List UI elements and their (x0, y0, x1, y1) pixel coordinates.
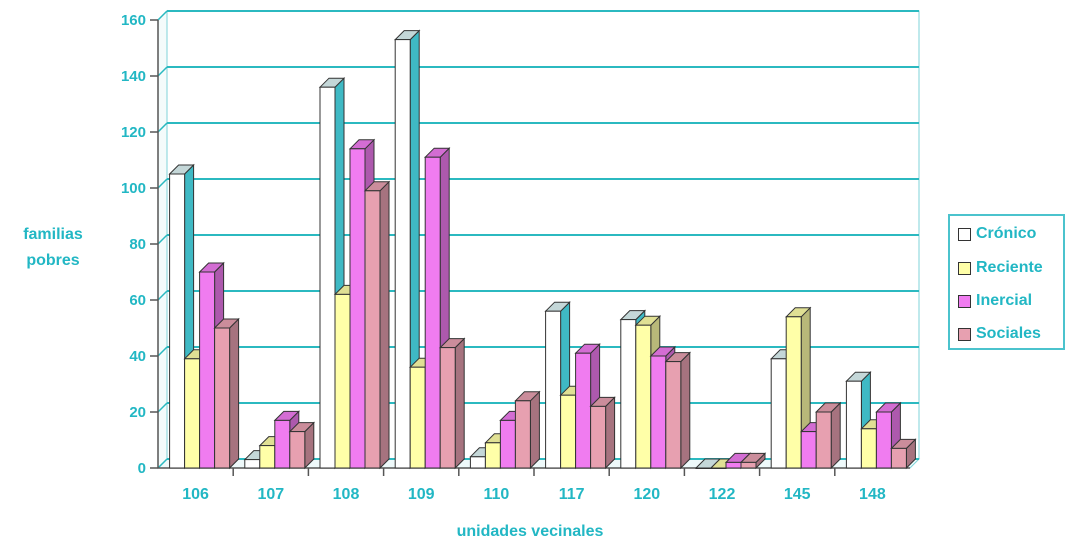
bar-sociales-148 (890, 447, 907, 469)
bar-cronico-117 (545, 310, 562, 469)
x-tick-label: 110 (483, 486, 509, 503)
x-tick-label: 107 (257, 486, 284, 503)
legend-label-sociales: Sociales (976, 325, 1041, 342)
bar-inercial-148 (875, 411, 892, 469)
x-tick-label: 106 (182, 486, 209, 503)
bar-cronico-106 (169, 173, 186, 469)
bar-inercial-109 (424, 156, 441, 469)
bar-cronico-120 (620, 319, 637, 469)
legend-swatch-sociales (958, 327, 971, 341)
x-tick-label: 122 (709, 486, 736, 503)
bar-sociales-110-side (529, 390, 540, 470)
bar-inercial-122 (725, 461, 742, 469)
bar-cronico-148 (845, 380, 862, 469)
bar-sociales-117-side (605, 396, 616, 470)
x-tick-label: 109 (408, 486, 435, 503)
legend-item-cronico: Crónico (958, 222, 1036, 246)
bar-cronico-145 (770, 358, 787, 469)
bar-sociales-110 (514, 400, 531, 469)
gridline-side (157, 10, 168, 21)
bar-sociales-117 (590, 405, 607, 469)
y-axis-label-line-2: pobres (26, 252, 80, 269)
bar-reciente-145 (785, 316, 802, 469)
bar-inercial-106 (199, 271, 216, 469)
gridline-side (157, 178, 168, 189)
bar-cronico-107 (244, 459, 261, 469)
gridline-side (157, 66, 168, 77)
y-tick-label: 140 (121, 68, 146, 85)
bar-cronico-122 (695, 467, 712, 469)
legend-swatch-cronico (958, 227, 971, 241)
y-tick-label: 0 (138, 460, 146, 477)
gridline-side (157, 346, 168, 357)
bar-sociales-108 (364, 190, 381, 469)
x-tick-label: 145 (784, 486, 811, 503)
legend-swatch-reciente (958, 261, 971, 275)
x-tick-label: 120 (633, 486, 660, 503)
legend-label-cronico: Crónico (976, 225, 1037, 242)
y-tick-label: 120 (121, 124, 146, 141)
bar-sociales-109 (439, 347, 456, 469)
bar-sociales-145-side (830, 401, 841, 470)
bar-inercial-145 (800, 431, 817, 469)
bar-reciente-120 (635, 324, 652, 469)
bar-reciente-148 (860, 428, 877, 469)
bar-reciente-106 (184, 358, 201, 469)
bar-inercial-117 (575, 352, 592, 469)
gridline-side (157, 122, 168, 133)
x-tick-label: 148 (859, 486, 886, 503)
gridline-side (157, 234, 168, 245)
x-tick-label: 117 (559, 486, 585, 503)
bar-cronico-110 (469, 456, 486, 469)
bar-reciente-109 (409, 366, 426, 469)
bar-reciente-107 (259, 445, 276, 469)
bar-reciente-122 (710, 467, 727, 469)
bar-reciente-108 (334, 293, 351, 469)
bar-inercial-120 (650, 355, 667, 469)
legend-item-reciente: Reciente (958, 256, 1043, 280)
y-axis-label-line-1: familias (23, 226, 83, 243)
bar-reciente-117 (560, 394, 577, 469)
bar-sociales-120-side (680, 351, 691, 470)
x-axis-label: unidades vecinales (456, 523, 604, 540)
bar-sociales-106-side (229, 317, 240, 470)
x-tick-label: 108 (333, 486, 360, 503)
legend-item-inercial: Inercial (958, 289, 1032, 313)
bar-inercial-110 (499, 419, 516, 469)
y-axis-label: familias pobres (8, 222, 98, 274)
legend-item-sociales: Sociales (958, 322, 1041, 346)
y-tick-label: 100 (121, 180, 146, 197)
y-tick-label: 40 (129, 348, 146, 365)
y-tick-label: 80 (129, 236, 146, 253)
y-tick-label: 20 (129, 404, 146, 421)
y-tick-label: 160 (121, 12, 146, 29)
legend-label-inercial: Inercial (976, 292, 1033, 309)
bar-sociales-120 (665, 361, 682, 469)
bar-sociales-109-side (454, 337, 465, 470)
gridline-side (157, 458, 168, 469)
bar-cronico-108 (319, 86, 336, 469)
bar-sociales-122 (740, 461, 757, 469)
legend-label-reciente: Reciente (976, 259, 1043, 276)
bar-sociales-106 (214, 327, 231, 469)
bar-sociales-145 (815, 411, 832, 469)
y-tick-label: 60 (129, 292, 146, 309)
legend-swatch-inercial (958, 294, 971, 308)
bar-reciente-110 (484, 442, 501, 469)
bar-sociales-107 (289, 431, 306, 469)
bar-sociales-108-side (379, 180, 390, 470)
legend: Crónico Reciente Inercial Sociales (948, 214, 1065, 350)
gridline-side (157, 402, 168, 413)
bar-cronico-109 (394, 39, 411, 469)
bar-inercial-107 (274, 419, 291, 469)
gridline-side (157, 290, 168, 301)
bar-inercial-108 (349, 148, 366, 469)
